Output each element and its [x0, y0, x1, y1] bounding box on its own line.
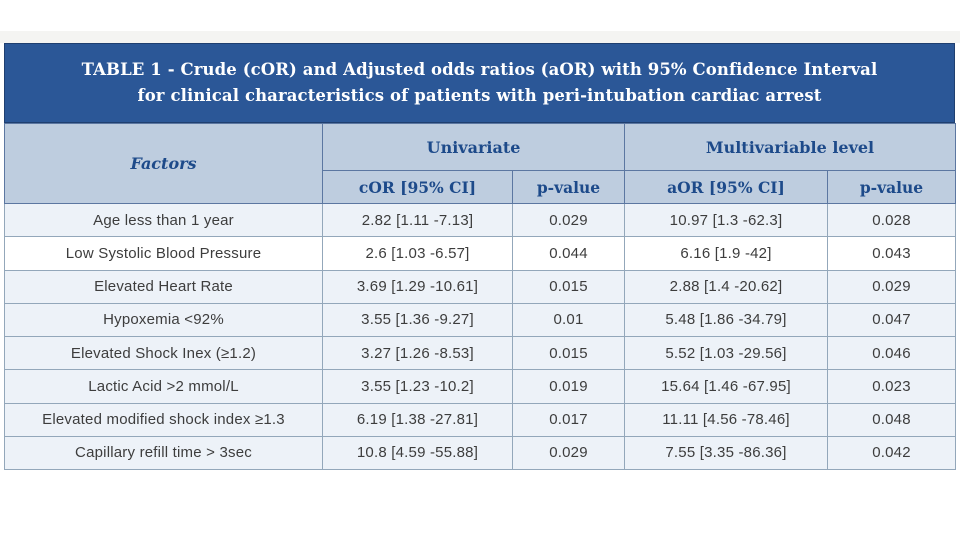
factor-cell: Elevated Heart Rate [4, 269, 323, 304]
column-header-pvalue-multivariable: p-value [826, 170, 957, 204]
pvalue-multivariable-cell: 0.029 [826, 269, 957, 304]
slide-background-band [0, 31, 960, 43]
pvalue-univariate-cell: 0.029 [512, 202, 625, 238]
table-row: Low Systolic Blood Pressure 2.6 [1.03 -6… [4, 236, 957, 271]
aor-cell: 11.11 [4.56 -78.46] [624, 402, 828, 437]
factor-cell: Low Systolic Blood Pressure [4, 236, 323, 271]
pvalue-univariate-cell: 0.015 [512, 335, 625, 371]
cor-cell: 2.6 [1.03 -6.57] [322, 236, 513, 271]
column-header-factors: Factors [4, 123, 323, 204]
table-row: Elevated modified shock index ≥1.3 6.19 … [4, 402, 957, 437]
factor-cell: Hypoxemia <92% [4, 302, 323, 338]
table-title-line-2: for clinical characteristics of patients… [137, 86, 822, 105]
aor-cell: 5.48 [1.86 -34.79] [624, 302, 828, 338]
table-row: Elevated Shock Inex (≥1.2) 3.27 [1.26 -8… [4, 335, 957, 371]
column-group-univariate: Univariate [322, 123, 625, 171]
cor-cell: 2.82 [1.11 -7.13] [322, 202, 513, 238]
table-row: Capillary refill time > 3sec 10.8 [4.59 … [4, 435, 957, 471]
factor-cell: Elevated Shock Inex (≥1.2) [4, 335, 323, 371]
cor-cell: 10.8 [4.59 -55.88] [322, 435, 513, 471]
aor-cell: 5.52 [1.03 -29.56] [624, 335, 828, 371]
pvalue-multivariable-cell: 0.047 [826, 302, 957, 338]
pvalue-multivariable-cell: 0.046 [826, 335, 957, 371]
cor-cell: 3.55 [1.23 -10.2] [322, 369, 513, 404]
pvalue-multivariable-cell: 0.023 [826, 369, 957, 404]
factor-cell: Elevated modified shock index ≥1.3 [4, 402, 323, 437]
factor-cell: Capillary refill time > 3sec [4, 435, 323, 471]
table-1-card: TABLE 1 - Crude (cOR) and Adjusted odds … [4, 43, 957, 471]
column-header-pvalue-univariate: p-value [512, 170, 625, 204]
aor-cell: 15.64 [1.46 -67.95] [624, 369, 828, 404]
table-row: Hypoxemia <92% 3.55 [1.36 -9.27] 0.01 5.… [4, 302, 957, 338]
aor-cell: 6.16 [1.9 -42] [624, 236, 828, 271]
pvalue-multivariable-cell: 0.042 [826, 435, 957, 471]
pvalue-multivariable-cell: 0.043 [826, 236, 957, 271]
cor-cell: 3.27 [1.26 -8.53] [322, 335, 513, 371]
pvalue-multivariable-cell: 0.048 [826, 402, 957, 437]
header-sub-row: cOR [95% CI] p-value aOR [95% CI] p-valu… [5, 170, 957, 204]
cor-cell: 3.55 [1.36 -9.27] [322, 302, 513, 338]
pvalue-univariate-cell: 0.044 [512, 236, 625, 271]
odds-ratio-table: Factors Univariate Multivariable level c… [4, 123, 957, 471]
cor-cell: 3.69 [1.29 -10.61] [322, 269, 513, 304]
pvalue-univariate-cell: 0.029 [512, 435, 625, 471]
aor-cell: 2.88 [1.4 -20.62] [624, 269, 828, 304]
pvalue-multivariable-cell: 0.028 [826, 202, 957, 238]
factor-cell: Lactic Acid >2 mmol/L [4, 369, 323, 404]
table-row: Age less than 1 year 2.82 [1.11 -7.13] 0… [4, 202, 957, 238]
pvalue-univariate-cell: 0.01 [512, 302, 625, 338]
pvalue-univariate-cell: 0.017 [512, 402, 625, 437]
pvalue-univariate-cell: 0.015 [512, 269, 625, 304]
header-group-row: Factors Univariate Multivariable level [4, 123, 957, 204]
pvalue-univariate-cell: 0.019 [512, 369, 625, 404]
table-title-line-1: TABLE 1 - Crude (cOR) and Adjusted odds … [81, 60, 878, 80]
table-title-bar: TABLE 1 - Crude (cOR) and Adjusted odds … [4, 43, 955, 123]
column-header-aor: aOR [95% CI] [624, 170, 828, 204]
cor-cell: 6.19 [1.38 -27.81] [322, 402, 513, 437]
aor-cell: 10.97 [1.3 -62.3] [624, 202, 828, 238]
factor-cell: Age less than 1 year [4, 202, 323, 238]
table-row: Lactic Acid >2 mmol/L 3.55 [1.23 -10.2] … [4, 369, 957, 404]
aor-cell: 7.55 [3.35 -86.36] [624, 435, 828, 471]
column-group-multivariable: Multivariable level [623, 123, 957, 171]
column-header-cor: cOR [95% CI] [322, 170, 513, 204]
table-row: Elevated Heart Rate 3.69 [1.29 -10.61] 0… [4, 269, 957, 304]
